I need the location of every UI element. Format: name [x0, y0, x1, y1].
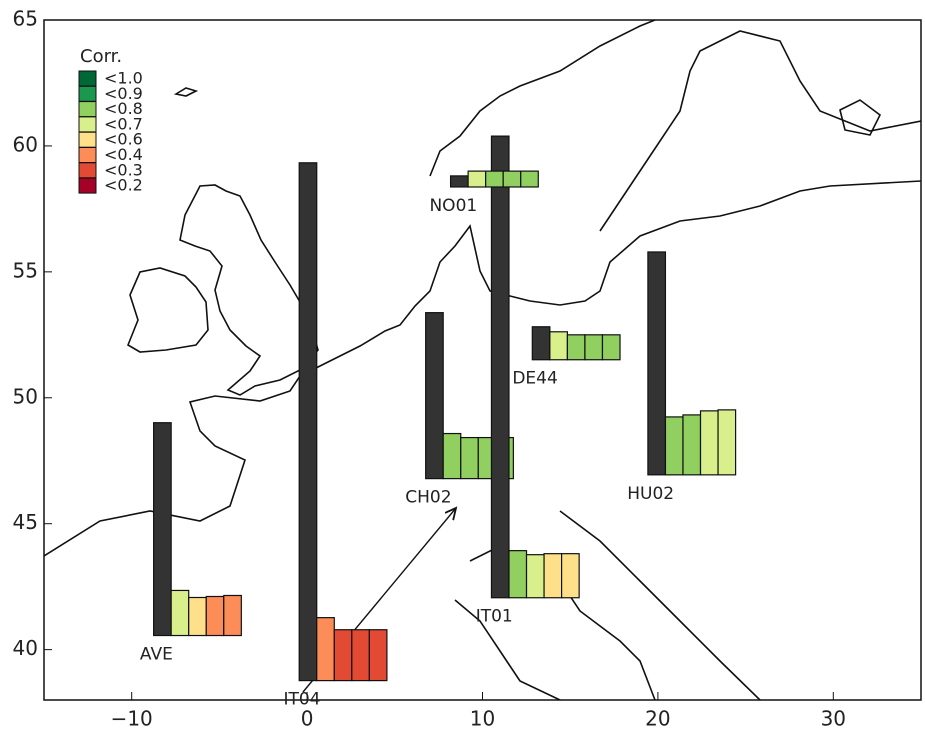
bar	[531, 326, 551, 361]
station-label: DE44	[512, 369, 557, 389]
x-tick-label: 0	[301, 707, 314, 731]
legend-swatch	[78, 116, 97, 133]
legend-swatch	[78, 70, 97, 87]
legend-swatch	[78, 85, 97, 102]
bar	[543, 553, 563, 599]
bar	[525, 554, 545, 599]
bar	[490, 135, 510, 599]
bar	[449, 175, 469, 188]
bar	[223, 594, 242, 637]
bar	[205, 595, 225, 637]
legend-label: <1.0	[104, 69, 143, 88]
bar	[549, 331, 568, 361]
bar	[508, 550, 528, 599]
station-label: HU02	[627, 484, 674, 504]
bar	[664, 416, 684, 476]
legend-label: <0.7	[104, 114, 143, 133]
bar	[188, 596, 207, 637]
bar	[298, 162, 318, 682]
y-tick-label: 60	[13, 132, 38, 156]
bar	[502, 170, 522, 188]
legend-title: Corr.	[80, 46, 122, 67]
y-tick-label: 45	[13, 510, 38, 534]
bar	[601, 334, 621, 361]
station-label: IT04	[283, 690, 320, 710]
legend-swatch	[78, 101, 97, 118]
bar	[566, 334, 586, 361]
bar	[425, 312, 444, 480]
legend-swatch	[78, 131, 97, 148]
bar	[467, 170, 487, 188]
bar	[153, 422, 172, 637]
x-tick-label: 30	[821, 707, 846, 731]
y-tick-label: 65	[13, 7, 38, 31]
bar	[333, 629, 353, 682]
y-tick-label: 40	[13, 636, 38, 660]
station-label: AVE	[140, 645, 173, 665]
y-tick-label: 50	[13, 384, 38, 408]
bar	[699, 410, 719, 476]
legend-swatch	[78, 162, 97, 179]
bar	[460, 436, 479, 480]
legend-label: <0.9	[104, 84, 143, 103]
bar	[647, 251, 667, 476]
x-tick-label: −10	[111, 707, 153, 731]
bar	[170, 589, 190, 637]
bar	[442, 432, 462, 480]
legend-swatch	[78, 147, 97, 163]
legend-label: <0.3	[104, 160, 143, 179]
bar	[368, 629, 388, 682]
station-label: CH02	[405, 488, 451, 508]
x-tick-label: 20	[645, 707, 670, 731]
station-label: IT01	[476, 607, 513, 627]
legend-label: <0.8	[104, 99, 143, 118]
bar	[584, 334, 604, 361]
bar	[351, 629, 370, 682]
legend-label: <0.2	[104, 176, 143, 195]
station-label: NO01	[429, 196, 477, 216]
legend-label: <0.6	[104, 130, 143, 149]
legend-swatch	[78, 177, 97, 194]
legend-label: <0.4	[104, 145, 143, 164]
bar	[485, 170, 504, 188]
bar	[561, 553, 580, 599]
x-tick-label: 10	[470, 707, 495, 731]
bar	[717, 409, 737, 476]
bar	[316, 617, 335, 682]
bar	[682, 414, 702, 476]
y-tick-label: 55	[13, 258, 38, 282]
bar	[520, 170, 539, 188]
